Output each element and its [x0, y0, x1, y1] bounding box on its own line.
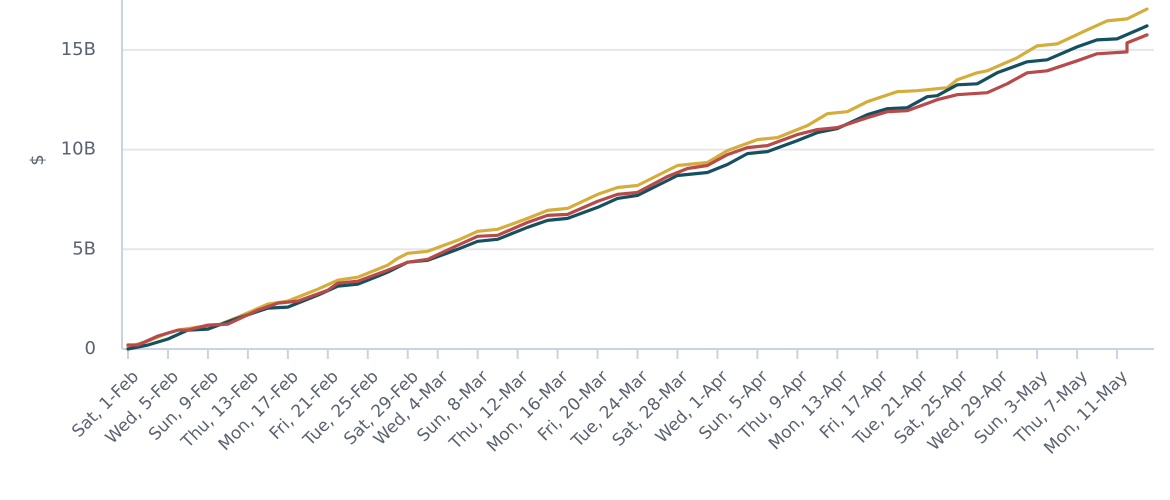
series-line-3 — [126, 33, 1149, 347]
series-lines — [126, 7, 1149, 351]
y-tick-label: 5B — [72, 238, 96, 259]
y-tick-label: 10B — [61, 139, 96, 160]
axes — [121, 0, 1154, 350]
y-tick-label: 0 — [85, 338, 96, 359]
y-tick-labels: 0 5B 10B 15B — [61, 39, 96, 359]
gridlines — [122, 48, 1154, 251]
y-tick-label: 15B — [61, 39, 96, 60]
series-line-2 — [126, 24, 1149, 351]
y-axis-title: $ — [27, 154, 48, 165]
series-line-1 — [126, 7, 1149, 349]
